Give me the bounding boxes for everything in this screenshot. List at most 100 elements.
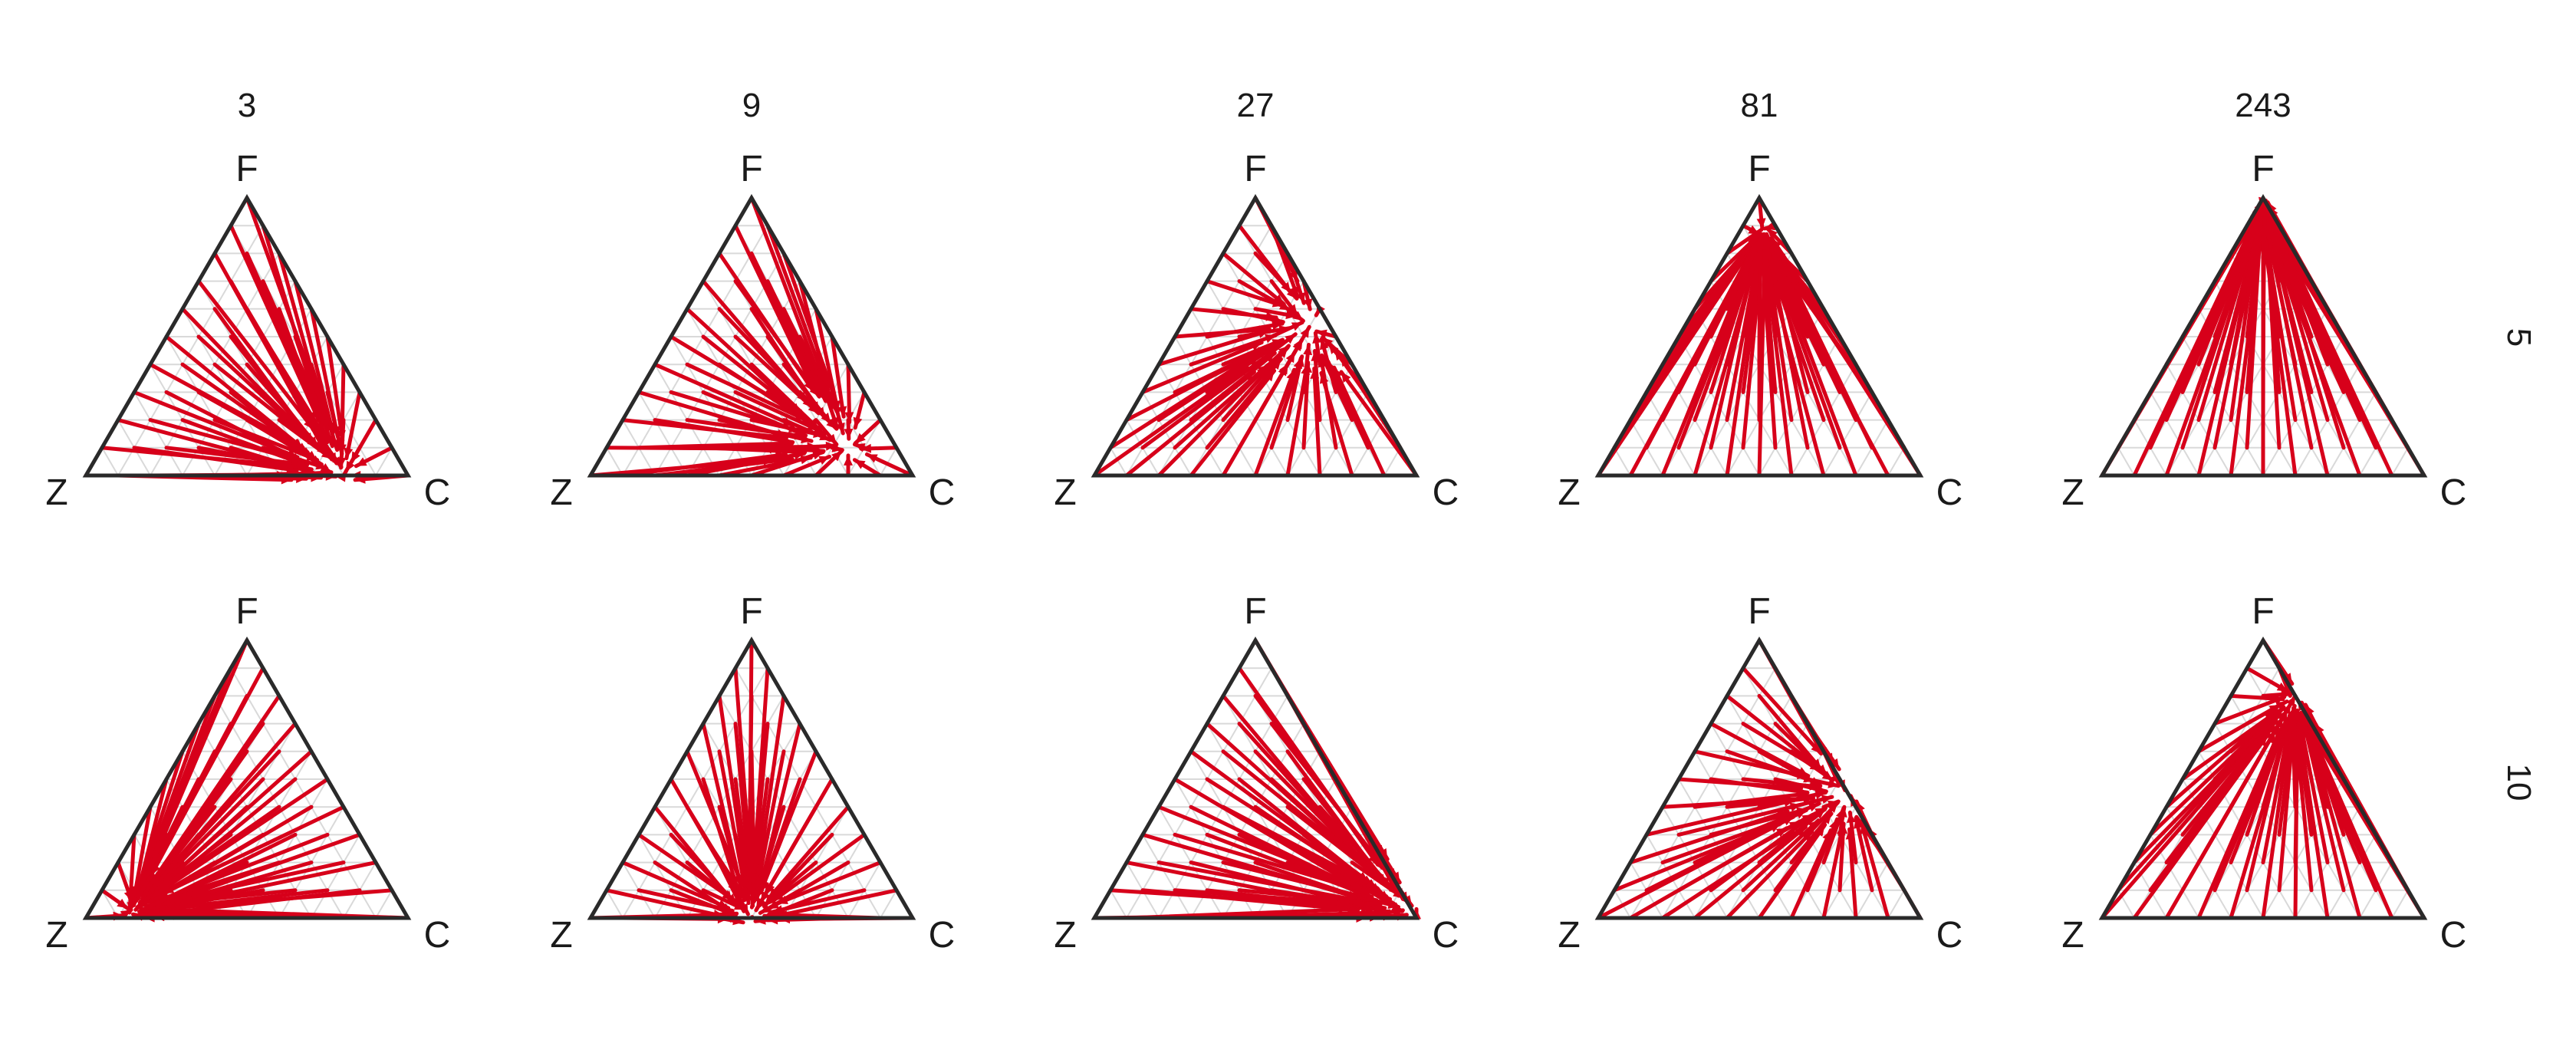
- vector-arrow: [685, 307, 803, 416]
- vertex-label-z: Z: [45, 915, 67, 956]
- vertex-label-c: C: [1936, 915, 1963, 956]
- arrow-head: [1264, 370, 1275, 382]
- vector-arrow: [180, 307, 311, 441]
- vector-arrow: [325, 334, 345, 443]
- vector-arrow: [685, 749, 744, 887]
- grid-line: [1110, 890, 1127, 919]
- vector-arrow: [1140, 341, 1264, 394]
- vector-arrow: [148, 418, 304, 463]
- arrow-head: [1362, 863, 1373, 874]
- vector-field: [84, 638, 410, 923]
- arrow-head: [1271, 359, 1281, 370]
- arrow-head: [728, 882, 738, 893]
- arrow-head: [860, 443, 871, 453]
- vector-arrow: [637, 888, 735, 913]
- vector-arrow: [1124, 370, 1256, 478]
- arrow-head: [739, 867, 749, 878]
- vector-arrow: [2295, 708, 2314, 781]
- vertex-label-f: F: [235, 149, 258, 189]
- ternary-panel-10-27: F Z C: [1054, 591, 1459, 956]
- vector-arrow: [1269, 356, 1303, 450]
- vector-arrow: [1326, 359, 1370, 450]
- vector-arrow: [1725, 239, 1762, 367]
- arrow-head: [1303, 344, 1313, 356]
- vector-arrow: [2212, 725, 2285, 893]
- arrow-head: [1265, 311, 1277, 321]
- vector-arrow: [1332, 365, 1387, 478]
- vertex-label-f: F: [2252, 591, 2274, 632]
- arrow-head: [1291, 322, 1303, 331]
- vector-arrow: [588, 458, 776, 478]
- arrow-head: [782, 417, 794, 426]
- arrow-head: [152, 887, 163, 897]
- arrow-head: [351, 451, 360, 462]
- vector-arrow: [771, 832, 867, 903]
- vertex-label-z: Z: [1054, 472, 1076, 513]
- vector-arrow: [1205, 339, 1284, 394]
- vector-arrow: [1237, 223, 1293, 294]
- grid-line: [117, 225, 264, 476]
- arrow-head: [763, 909, 775, 919]
- vector-arrow: [1312, 367, 1322, 478]
- vector-field: [1092, 196, 1419, 478]
- vector-arrow: [1676, 777, 1804, 791]
- vector-arrow: [1762, 236, 1810, 284]
- vector-arrow: [1709, 814, 1814, 893]
- vector-arrow: [701, 279, 809, 404]
- ternary-grid: [1614, 667, 1905, 919]
- column-label-27: 27: [1237, 87, 1275, 124]
- grid-line: [1630, 667, 1776, 919]
- vector-arrow: [604, 888, 725, 919]
- arrow-head: [2295, 710, 2304, 722]
- vector-arrow: [212, 251, 315, 433]
- arrow-head: [291, 438, 303, 449]
- vector-arrow: [1762, 253, 1826, 478]
- ternary-panel-10-9: F Z C: [550, 591, 955, 956]
- vector-arrow: [765, 279, 828, 403]
- arrow-head: [1748, 225, 1759, 235]
- vector-arrow: [1741, 818, 1821, 893]
- arrow-head: [1808, 803, 1820, 812]
- vector-arrow: [150, 777, 298, 900]
- arrow-head: [1814, 808, 1826, 817]
- vector-arrow: [814, 307, 841, 413]
- grid-line: [2150, 391, 2199, 476]
- arrow-head: [764, 896, 775, 906]
- grid-line: [375, 890, 393, 919]
- vector-arrow: [1676, 802, 1803, 837]
- arrow-head: [734, 875, 744, 887]
- vector-arrow: [2308, 729, 2394, 920]
- vector-arrow: [1763, 243, 1794, 423]
- arrow-head: [337, 444, 347, 455]
- vector-arrow: [1301, 360, 1311, 450]
- arrow-head: [776, 429, 788, 439]
- arrow-head: [1797, 767, 1808, 776]
- arrow-head: [281, 459, 292, 469]
- vector-arrow: [153, 860, 314, 910]
- ternary-frame: [587, 194, 916, 478]
- vector-arrow: [748, 638, 754, 874]
- vertex-label-z: Z: [1054, 915, 1076, 956]
- arrow-head: [316, 400, 325, 411]
- ternary-panel-10-243: F Z C: [2061, 591, 2466, 956]
- row-label-10: 10: [2500, 764, 2538, 801]
- vector-arrow: [1173, 777, 1365, 893]
- vector-arrow: [196, 279, 316, 432]
- arrow-head: [1791, 782, 1801, 792]
- arrow-head: [1847, 812, 1856, 823]
- vector-arrow: [2245, 202, 2265, 284]
- arrow-head: [1368, 854, 1378, 865]
- vertex-label-z: Z: [2061, 472, 2084, 513]
- arrow-head: [1796, 807, 1808, 817]
- vector-arrow: [1741, 777, 1822, 789]
- arrow-head: [1803, 795, 1814, 804]
- vector-field: [84, 196, 410, 485]
- vector-arrow: [669, 777, 739, 895]
- arrow-head: [1784, 795, 1795, 804]
- ternary-panel-5-3: F Z C: [45, 149, 450, 513]
- vector-arrow: [1269, 832, 1388, 898]
- ternary-frame: [1091, 194, 1420, 478]
- vector-arrow: [153, 804, 314, 901]
- arrow-head: [2276, 682, 2288, 692]
- vertex-label-f: F: [1748, 149, 1770, 189]
